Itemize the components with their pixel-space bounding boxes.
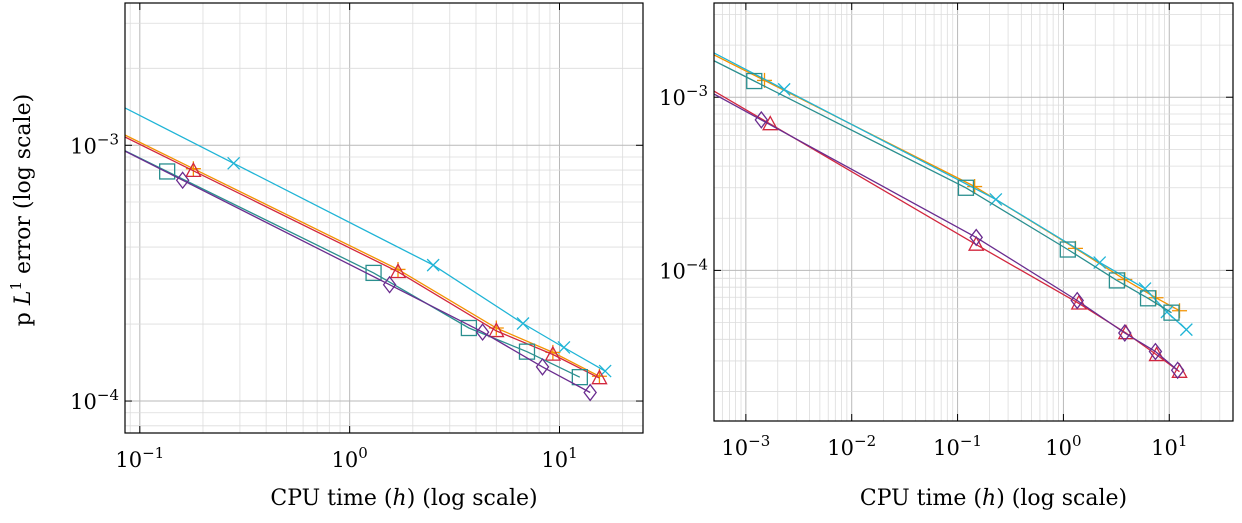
series-square-point	[746, 72, 763, 90]
x-axis-label: CPU time (h) (log scale)	[270, 486, 537, 511]
series-square-point	[1163, 304, 1180, 321]
series-diamond-line	[125, 150, 591, 394]
series-diamond-line	[714, 93, 1179, 371]
x-tick-label: 100	[1045, 432, 1081, 460]
x-tick-label: 10−3	[721, 432, 770, 460]
series-square-point	[957, 179, 975, 196]
x-axis-label: CPU time (h) (log scale)	[860, 486, 1127, 511]
series-diamond-point	[1070, 291, 1085, 310]
x-tick-label: 101	[541, 444, 577, 472]
series-diamond-point	[535, 357, 550, 376]
series-triangle-point	[185, 161, 202, 178]
plot-area	[125, 107, 612, 402]
axis-ticks	[125, 3, 643, 433]
x-tick-label: 10−2	[827, 432, 876, 460]
series-triangle-point	[488, 322, 505, 338]
series-triangle-line	[714, 90, 1180, 373]
y-tick-label: 10−3	[659, 82, 708, 110]
series-diamond-point	[382, 275, 397, 294]
grid-lines	[714, 3, 1233, 421]
chart-panel-2: 10−3 10−2 10−1 100 101 10−4 10−3 CPU time (h) (…	[659, 2, 1234, 511]
series-triangle-point	[544, 345, 562, 361]
series-diamond-point	[175, 171, 190, 190]
y-axis-label: p L1​ error (log scale)	[7, 94, 36, 326]
chart-panel-1: 10−1 100 101 10−4 10−3 CPU time (h) (log scal…	[7, 2, 644, 511]
series-+-point	[757, 72, 773, 88]
series-+-line	[714, 54, 1180, 312]
series-x-point	[557, 340, 571, 354]
series-triangle-point	[967, 235, 985, 251]
grid-lines	[125, 3, 643, 433]
series-diamond-point	[754, 110, 769, 129]
series-square-line	[125, 150, 581, 378]
y-tick-label: 10−4	[70, 386, 119, 414]
plot-frame	[124, 2, 644, 434]
series-x-point	[598, 364, 612, 378]
series-diamond-point	[1170, 361, 1185, 380]
series-triangle-point	[591, 369, 608, 385]
series-diamond-point	[475, 323, 490, 342]
x-tick-label: 101	[1151, 432, 1187, 460]
x-tick-label: 10−1	[933, 432, 982, 460]
series-square-point	[518, 343, 536, 360]
series-x-point	[1179, 323, 1193, 337]
series-square-point	[1059, 241, 1076, 258]
series-+-line	[125, 134, 600, 377]
y-tick-label: 10−3	[70, 130, 119, 158]
series-square-line	[714, 59, 1172, 314]
x-tick-label: 10−1	[115, 444, 164, 472]
series-square-point	[460, 319, 478, 337]
series-square-point	[159, 163, 176, 180]
y-tick-label: 10−4	[659, 255, 708, 283]
series-diamond-point	[1148, 342, 1163, 361]
plot-area	[714, 52, 1193, 380]
series-square-point	[1139, 290, 1157, 307]
series-diamond-point	[969, 228, 984, 247]
plot-frame	[713, 2, 1234, 422]
x-tick-label: 100	[332, 444, 368, 472]
series-x-point	[227, 156, 241, 170]
series-x-point	[516, 317, 530, 330]
series-triangle-line	[125, 136, 600, 379]
series-diamond-point	[583, 383, 597, 402]
series-x-line	[125, 107, 606, 372]
series-diamond-point	[1117, 324, 1132, 342]
series-+-point	[967, 179, 983, 195]
series-triangle-point	[389, 262, 407, 279]
series-x-point	[426, 258, 440, 272]
series-square-point	[1108, 272, 1126, 289]
series-square-point	[571, 369, 588, 386]
